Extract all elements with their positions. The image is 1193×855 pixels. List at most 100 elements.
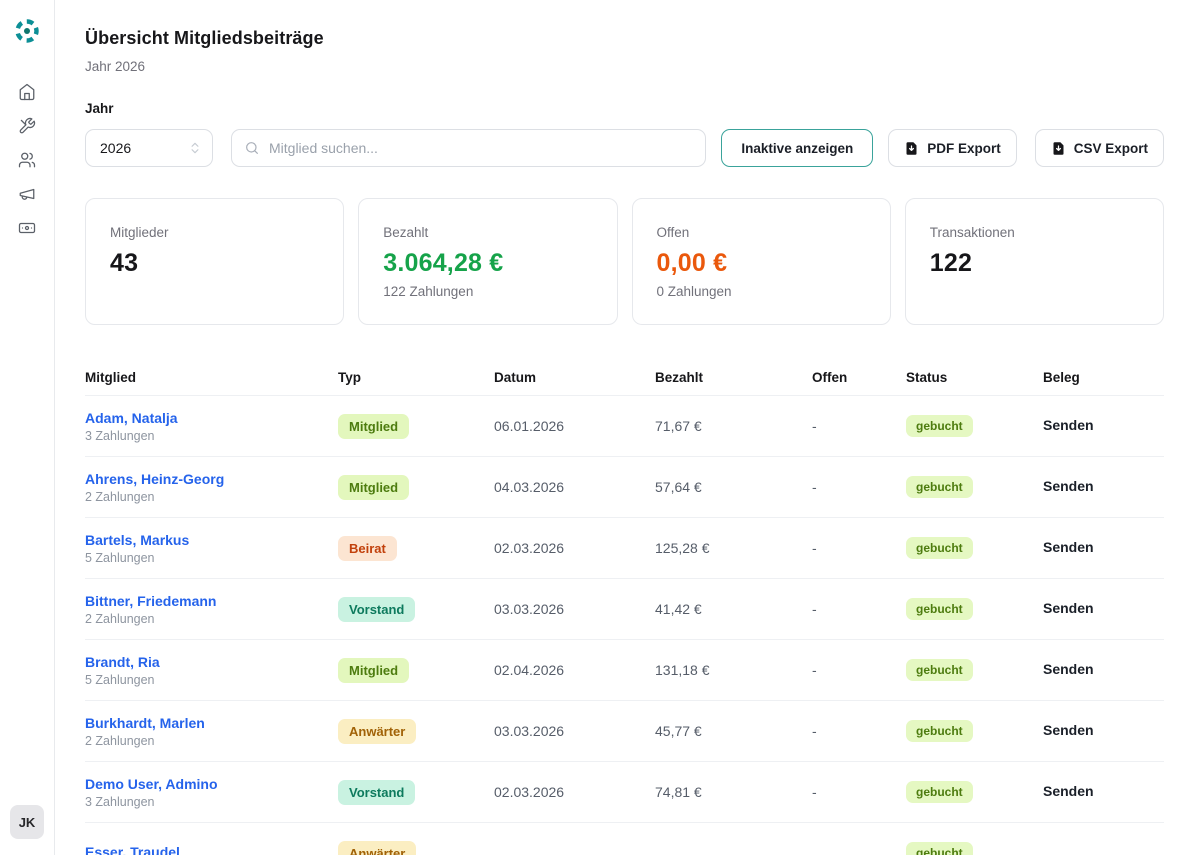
member-search-input[interactable] [269, 140, 694, 156]
announcements-icon[interactable] [18, 185, 36, 203]
member-payments-count: 2 Zahlungen [85, 489, 155, 504]
status-badge: gebucht [906, 842, 973, 855]
user-avatar[interactable]: JK [10, 805, 44, 839]
member-payments-count: 3 Zahlungen [85, 428, 155, 443]
tools-icon[interactable] [18, 117, 36, 135]
paid-amount: 57,64 € [655, 479, 702, 495]
send-receipt-button[interactable]: Senden [1043, 661, 1094, 677]
csv-export-button[interactable]: CSV Export [1034, 129, 1164, 167]
paid-amount: 131,18 € [655, 662, 710, 678]
stat-sub: 122 Zahlungen [383, 284, 474, 299]
status-badge: gebucht [906, 476, 973, 498]
stat-label: Bezahlt [383, 225, 429, 240]
table-row: Bittner, Friedemann 2 Zahlungen Vorstand… [85, 579, 1164, 640]
status-badge: gebucht [906, 415, 973, 437]
member-name-link[interactable]: Demo User, Admino [85, 775, 218, 792]
main-content: Übersicht Mitgliedsbeiträge Jahr 2026 Ja… [55, 0, 1193, 855]
member-type-badge: Vorstand [338, 779, 416, 805]
chevrons-up-down-icon [191, 142, 199, 154]
member-name-link[interactable]: Adam, Natalja [85, 409, 178, 426]
page-subtitle: Jahr 2026 [85, 59, 146, 74]
search-icon [246, 142, 258, 154]
csv-export-label: CSV Export [1073, 140, 1148, 156]
open-amount: - [812, 723, 817, 739]
stat-sub: 0 Zahlungen [656, 284, 732, 299]
send-receipt-button[interactable]: Senden [1043, 600, 1094, 616]
member-payments-count: 2 Zahlungen [85, 611, 155, 626]
stat-card-paid: Bezahlt 3.064,28 € 122 Zahlungen [358, 198, 618, 325]
stat-value: 122 [929, 249, 973, 277]
col-header-mitglied: Mitglied [85, 370, 136, 385]
payment-date: 03.03.2026 [494, 723, 565, 739]
status-badge: gebucht [906, 720, 973, 742]
payments-icon[interactable] [18, 219, 36, 237]
pdf-export-label: PDF Export [927, 140, 1001, 156]
col-header-bezahlt: Bezahlt [655, 370, 704, 385]
member-name-link[interactable]: Bittner, Friedemann [85, 592, 217, 609]
col-header-offen: Offen [812, 370, 848, 385]
payment-date: 02.03.2026 [494, 784, 565, 800]
home-icon[interactable] [18, 83, 36, 101]
open-amount: - [812, 540, 817, 556]
member-payments-count: 3 Zahlungen [85, 794, 155, 809]
members-icon[interactable] [18, 151, 36, 169]
filter-controls: 2026 Inaktive anzeigen PDF Export [85, 129, 1164, 167]
stat-card-members: Mitglieder 43 [85, 198, 345, 325]
open-amount: - [812, 784, 817, 800]
table-row: Adam, Natalja 3 Zahlungen Mitglied 06.01… [85, 396, 1164, 457]
send-receipt-button[interactable]: Senden [1043, 417, 1094, 433]
member-name-link[interactable]: Bartels, Markus [85, 531, 190, 548]
col-header-beleg: Beleg [1043, 370, 1080, 385]
send-receipt-button[interactable]: Senden [1043, 539, 1094, 555]
send-receipt-button[interactable]: Senden [1043, 722, 1094, 738]
year-filter-label: Jahr [85, 101, 114, 116]
send-receipt-button[interactable]: Senden [1043, 783, 1094, 799]
stat-label: Offen [656, 225, 690, 240]
members-table: Mitglied Typ Datum Bezahlt Offen Status … [85, 360, 1164, 855]
stat-value: 0,00 € [656, 249, 728, 277]
stats-row: Mitglieder 43 Bezahlt 3.064,28 € 122 Zah… [85, 198, 1164, 325]
payment-date: 02.04.2026 [494, 662, 565, 678]
member-type-badge: Vorstand [338, 596, 416, 622]
payment-date: 03.03.2026 [494, 601, 565, 617]
member-type-badge: Anwärter [338, 840, 417, 855]
member-name-link[interactable]: Burkhardt, Marlen [85, 714, 205, 731]
file-download-icon [1053, 141, 1064, 155]
stat-label: Transaktionen [929, 225, 1015, 240]
member-name-link[interactable]: Brandt, Ria [85, 653, 160, 670]
table-row: Burkhardt, Marlen 2 Zahlungen Anwärter 0… [85, 701, 1164, 762]
stat-card-open: Offen 0,00 € 0 Zahlungen [631, 198, 891, 325]
stat-value: 3.064,28 € [383, 249, 504, 277]
member-type-badge: Mitglied [338, 657, 410, 683]
stat-value: 43 [110, 249, 139, 277]
show-inactive-button[interactable]: Inaktive anzeigen [721, 129, 874, 167]
stat-label: Mitglieder [110, 225, 169, 240]
member-name-link[interactable]: Ahrens, Heinz-Georg [85, 470, 225, 487]
send-receipt-button[interactable]: Senden [1043, 478, 1094, 494]
payment-date: 06.01.2026 [494, 418, 565, 434]
table-row: Ahrens, Heinz-Georg 2 Zahlungen Mitglied… [85, 457, 1164, 518]
member-name-link[interactable]: Esser, Traudel [85, 843, 180, 855]
year-select[interactable]: 2026 [85, 129, 213, 167]
col-header-typ: Typ [338, 370, 361, 385]
year-select-value: 2026 [100, 140, 132, 156]
page-title: Übersicht Mitgliedsbeiträge [85, 28, 324, 48]
payment-date: 02.03.2026 [494, 540, 565, 556]
table-body: Adam, Natalja 3 Zahlungen Mitglied 06.01… [85, 396, 1164, 855]
member-type-badge: Mitglied [338, 413, 410, 439]
table-row: Demo User, Admino 3 Zahlungen Vorstand 0… [85, 762, 1164, 823]
status-badge: gebucht [906, 781, 973, 803]
file-download-icon [906, 141, 917, 155]
paid-amount: 45,77 € [655, 723, 702, 739]
stat-card-transactions: Transaktionen 122 [904, 198, 1164, 325]
paid-amount: 74,81 € [655, 784, 702, 800]
status-badge: gebucht [906, 659, 973, 681]
open-amount: - [812, 601, 817, 617]
pdf-export-button[interactable]: PDF Export [888, 129, 1017, 167]
col-header-status: Status [906, 370, 948, 385]
member-type-badge: Mitglied [338, 474, 410, 500]
app-logo [15, 19, 39, 43]
col-header-datum: Datum [494, 370, 537, 385]
paid-amount: 125,28 € [655, 540, 710, 556]
